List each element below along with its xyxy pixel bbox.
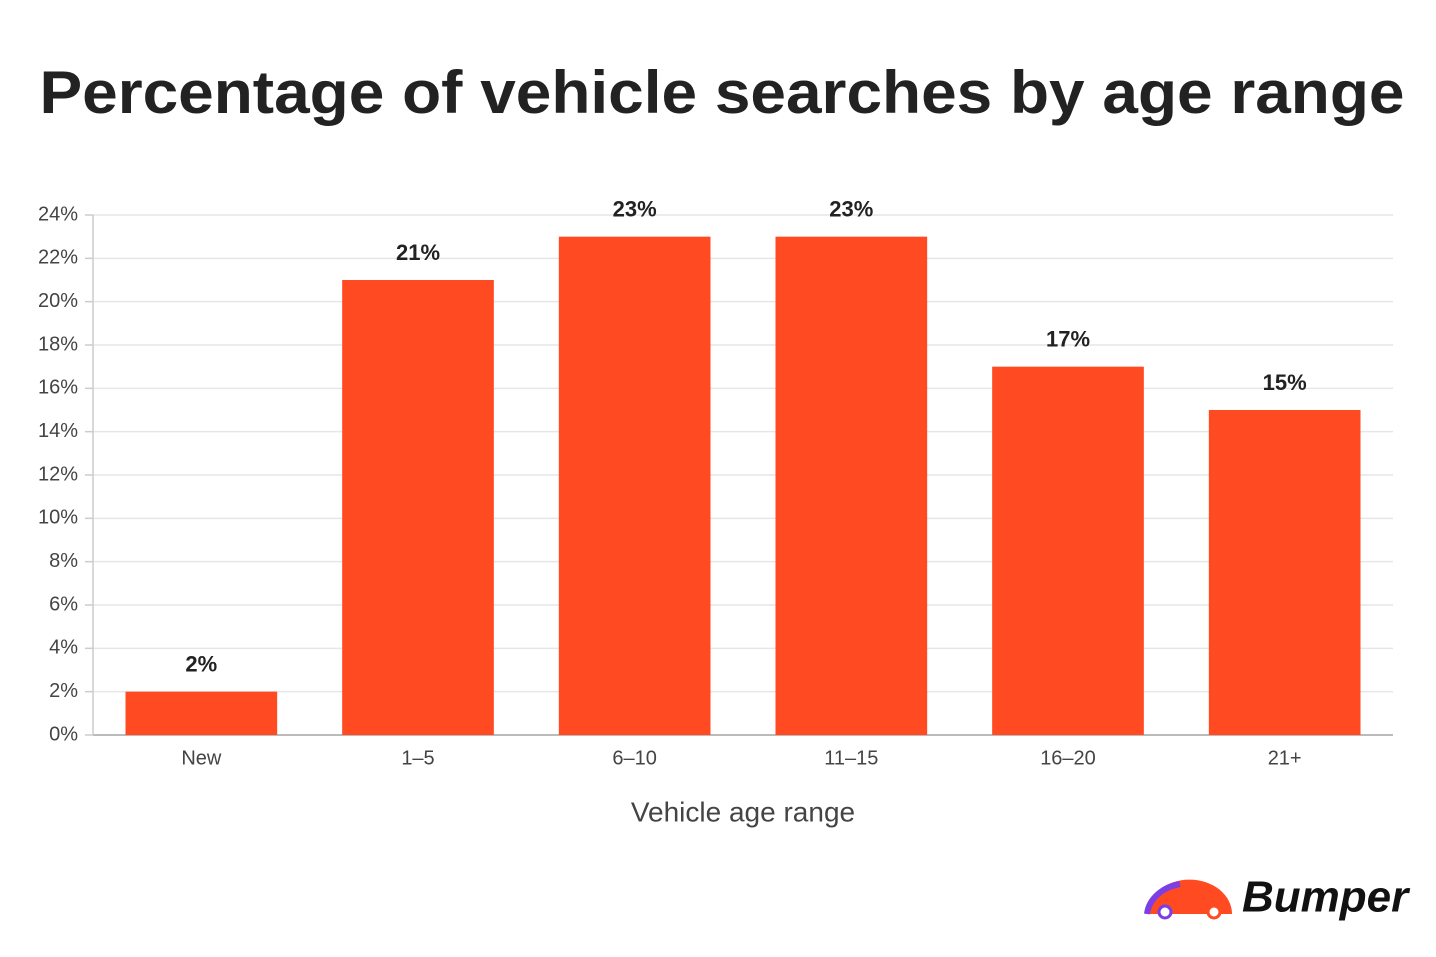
- x-tick-label: 1–5: [401, 747, 434, 769]
- x-tick-label: 11–15: [824, 747, 878, 769]
- x-tick-label: 21+: [1268, 747, 1302, 769]
- bar: [125, 691, 278, 735]
- value-label: 2%: [185, 651, 217, 676]
- x-tick-label: 16–20: [1040, 747, 1096, 769]
- brand-name: Bumper: [1242, 873, 1411, 922]
- y-tick-label: 18%: [38, 333, 78, 355]
- x-tick-label: 6–10: [612, 747, 657, 769]
- x-axis-title: Vehicle age range: [631, 796, 855, 827]
- bar: [992, 366, 1144, 735]
- y-tick-label: 8%: [49, 550, 78, 572]
- value-label: 17%: [1046, 326, 1090, 351]
- chart-title: Percentage of vehicle searches by age ra…: [40, 59, 1405, 126]
- logo-arc: [1144, 881, 1181, 915]
- value-label: 23%: [829, 196, 873, 221]
- y-tick-label: 14%: [38, 420, 78, 442]
- x-tick-label: New: [181, 747, 222, 769]
- value-label: 21%: [396, 240, 440, 265]
- logo-wheel: [1157, 904, 1173, 920]
- bar: [342, 280, 494, 735]
- logo-wheel: [1206, 904, 1222, 920]
- brand-logo: Bumper: [1144, 873, 1411, 922]
- y-tick-label: 16%: [38, 377, 78, 399]
- y-tick-label: 24%: [38, 203, 78, 225]
- y-tick-label: 2%: [49, 680, 78, 702]
- bar: [1208, 410, 1361, 735]
- y-tick-label: 10%: [38, 507, 78, 529]
- bar: [775, 236, 928, 735]
- y-tick-label: 0%: [49, 723, 78, 745]
- y-tick-label: 22%: [38, 247, 78, 269]
- y-tick-label: 12%: [38, 463, 78, 485]
- y-tick-label: 6%: [49, 593, 78, 615]
- value-label: 15%: [1263, 370, 1307, 395]
- y-tick-label: 20%: [38, 290, 78, 312]
- value-label: 23%: [613, 196, 657, 221]
- bar: [558, 236, 711, 735]
- y-tick-label: 4%: [49, 637, 78, 659]
